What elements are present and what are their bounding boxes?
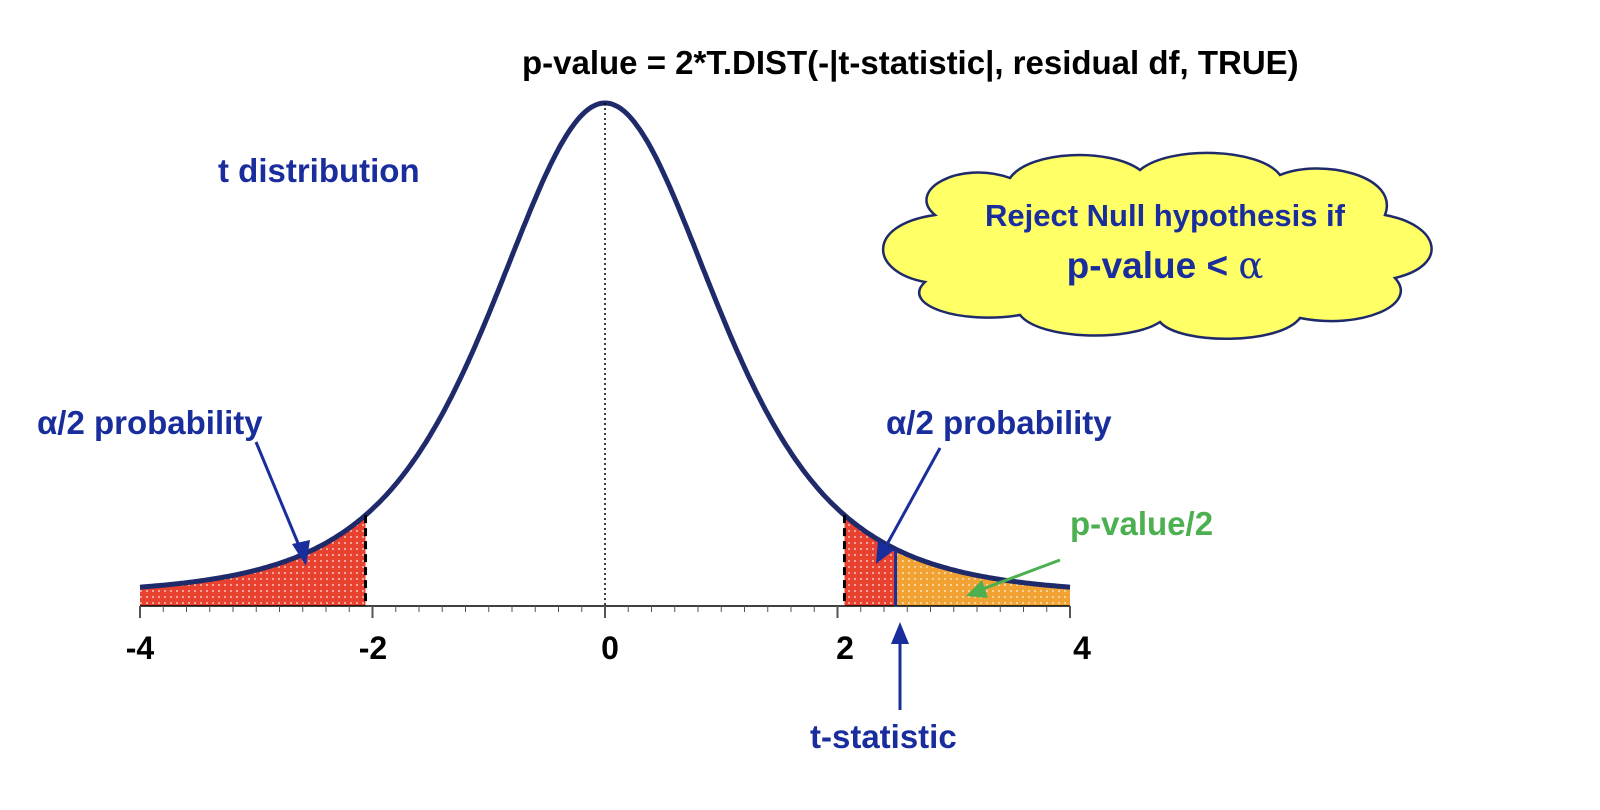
left-tail-label: α/2 probability: [37, 404, 263, 441]
curve-label: t distribution: [218, 152, 420, 189]
arrow-left-tail: [254, 441, 310, 566]
x-tick-label: 4: [1073, 630, 1091, 666]
arrow-pvalue-half: [966, 558, 1061, 598]
t-statistic-label: t-statistic: [810, 718, 957, 755]
x-tick-label: 0: [601, 630, 619, 666]
arrow-t-statistic: [891, 622, 909, 710]
arrow-right-tail: [876, 447, 942, 564]
left-tail-area: [140, 515, 366, 606]
formula-title: p-value = 2*T.DIST(-|t-statistic|, resid…: [522, 44, 1299, 81]
pvalue-half-label: p-value/2: [1070, 505, 1214, 542]
cloud-text-prefix: p-value <: [1066, 245, 1239, 286]
x-tick-label: -2: [358, 630, 388, 666]
x-tick-label: 2: [836, 630, 854, 666]
alpha-symbol: α: [1238, 244, 1264, 287]
x-tick-label: -4: [125, 630, 155, 666]
cloud-text-line1: Reject Null hypothesis if: [984, 198, 1345, 233]
cloud-text-line2: p-value < α: [940, 244, 1390, 287]
right-tail-label: α/2 probability: [886, 404, 1112, 441]
cloud-shape: [881, 151, 1433, 341]
right-tail-area: [844, 515, 896, 606]
